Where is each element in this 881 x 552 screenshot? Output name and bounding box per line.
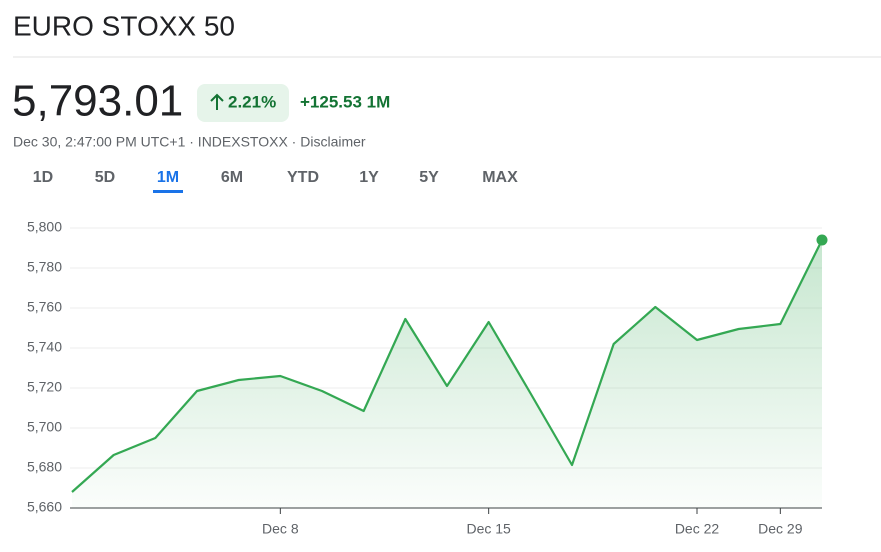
y-tick-label: 5,800 [27, 219, 62, 235]
range-tab[interactable]: 6M [221, 169, 243, 186]
y-tick-label: 5,680 [27, 459, 62, 475]
line [71, 239, 823, 493]
x-tick-label: Dec 8 [262, 521, 299, 537]
y-tick-label: 5,780 [27, 259, 62, 275]
x-tick-label: Dec 29 [758, 521, 803, 537]
y-tick-label: 5,740 [27, 339, 62, 355]
last-point [816, 234, 828, 246]
y-tick-label: 5,660 [27, 499, 62, 515]
quote-details: Dec 30, 2:47:00 PM UTC+1 · INDEXSTOXX · … [13, 134, 366, 150]
chart: 5,660 5,680 5,700 5,720 5,740 5,760 5,780 5,800… [27, 219, 828, 537]
range-tabs: 1D 5D 1M 6M YTD 1Y 5Y MAX [33, 169, 518, 193]
range-tab[interactable]: 1M [157, 169, 179, 186]
range-tab[interactable]: 1Y [359, 169, 379, 186]
title: EURO STOXX 50 [13, 10, 235, 41]
range-tab[interactable]: MAX [482, 169, 518, 186]
range-tab[interactable]: 5Y [419, 169, 439, 186]
y-tick-label: 5,760 [27, 299, 62, 315]
area [72, 240, 822, 508]
price: 5,793.01 [12, 77, 183, 126]
y-tick-label: 5,720 [27, 379, 62, 395]
range-tab[interactable]: YTD [287, 169, 319, 186]
range-tab[interactable]: 1D [33, 169, 53, 186]
change-badge [197, 84, 289, 122]
change-percent: 2.21% [228, 92, 276, 111]
range-tab[interactable]: 5D [95, 169, 115, 186]
y-tick-label: 5,700 [27, 419, 62, 435]
x-tick-label: Dec 22 [675, 521, 720, 537]
change: +125.53 1M [300, 92, 390, 111]
x-tick-label: Dec 15 [466, 521, 511, 537]
tab-underline [153, 190, 183, 193]
up-arrow-icon [210, 93, 224, 110]
